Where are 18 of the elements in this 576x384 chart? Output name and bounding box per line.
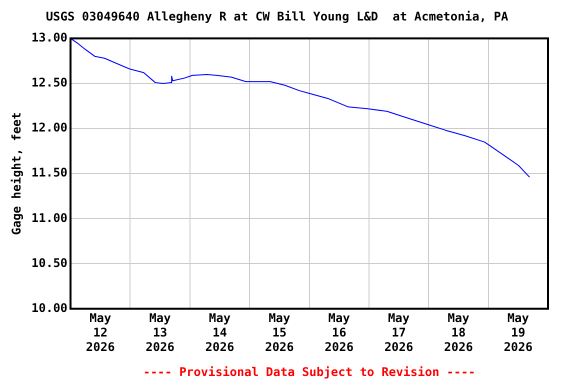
chart-title: USGS 03049640 Allegheny R at CW Bill Young L&D at Acmetonia, PA [46, 9, 509, 24]
x-tick-label: May 13 2026 [146, 311, 175, 354]
x-tick-label: May 17 2026 [384, 311, 414, 354]
x-tick-label: May 19 2026 [504, 311, 533, 354]
y-tick-label: 12.00 [31, 120, 68, 135]
x-tick-label: May 15 2026 [264, 311, 294, 354]
y-tick-label: 11.00 [31, 210, 68, 225]
y-tick-label: 10.00 [31, 300, 68, 315]
y-tick-label: 12.50 [31, 76, 68, 90]
text: ---- Provisional Data Subject to Revision ---- [143, 365, 476, 379]
y-axis-title: Gage height, feet [9, 112, 24, 236]
y-tick-label: 10.50 [31, 256, 68, 270]
y-tick-label: 11.50 [31, 166, 68, 180]
x-tick-label: May 12 2026 [86, 311, 115, 354]
x-tick-label: May 16 2026 [324, 311, 354, 354]
x-tick-label: May 14 2026 [205, 311, 234, 354]
y-tick-label: 13.00 [31, 30, 68, 45]
x-tick-label: May 18 2026 [444, 311, 473, 354]
